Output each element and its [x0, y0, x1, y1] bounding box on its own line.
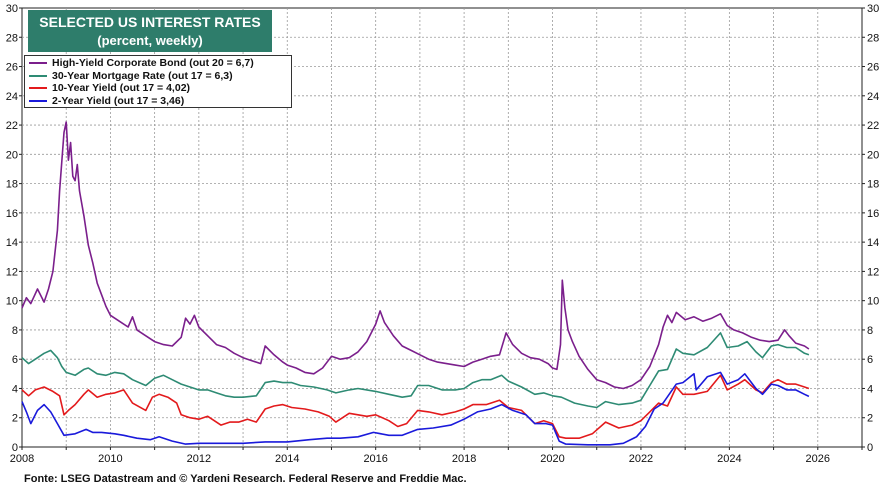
- y-tick-label-right: 24: [867, 91, 879, 103]
- x-tick-label: 2022: [629, 453, 653, 465]
- y-tick-label-left: 24: [6, 91, 18, 103]
- y-tick-label-right: 20: [867, 149, 879, 161]
- series-line-3: [21, 371, 810, 446]
- x-tick-label: 2016: [363, 453, 387, 465]
- legend-label-10-year: 10-Year Yield (out 17 = 4,02): [52, 82, 191, 95]
- legend-label-2-year: 2-Year Yield (out 17 = 3,46): [52, 94, 185, 107]
- series-line-1: [21, 332, 810, 409]
- y-tick-label-left: 18: [6, 179, 18, 191]
- y-tick-label-left: 28: [6, 32, 18, 44]
- y-tick-label-right: 8: [867, 325, 873, 337]
- legend-item-high-yield: High-Yield Corporate Bond (out 20 = 6,7): [29, 57, 287, 70]
- legend-item-2-year: 2-Year Yield (out 17 = 3,46): [29, 95, 287, 108]
- source-note: Fonte: LSEG Datastream and © Yardeni Res…: [24, 473, 467, 485]
- legend-swatch-high-yield: [29, 62, 47, 65]
- legend-label-mortgage: 30-Year Mortgage Rate (out 17 = 6,3): [52, 69, 233, 82]
- legend-swatch-2-year: [29, 99, 47, 102]
- chart-title-box: SELECTED US INTEREST RATES (percent, wee…: [28, 10, 272, 52]
- series-line-0: [21, 121, 810, 390]
- y-tick-label-left: 30: [6, 3, 18, 15]
- y-tick-label-left: 26: [6, 62, 18, 74]
- y-tick-label-left: 8: [12, 325, 18, 337]
- y-tick-label-right: 16: [867, 208, 879, 220]
- y-tick-label-left: 22: [6, 120, 18, 132]
- legend-item-mortgage: 30-Year Mortgage Rate (out 17 = 6,3): [29, 70, 287, 83]
- legend-swatch-10-year: [29, 87, 47, 90]
- y-tick-label-left: 4: [12, 383, 18, 395]
- x-tick-label: 2024: [717, 453, 741, 465]
- y-tick-label-left: 6: [12, 354, 18, 366]
- legend-label-high-yield: High-Yield Corporate Bond (out 20 = 6,7): [52, 57, 254, 70]
- x-tick-label: 2026: [806, 453, 830, 465]
- y-tick-label-right: 14: [867, 237, 879, 249]
- y-tick-label-left: 2: [12, 413, 18, 425]
- y-tick-label-left: 10: [6, 296, 18, 308]
- legend-item-10-year: 10-Year Yield (out 17 = 4,02): [29, 82, 287, 95]
- y-tick-label-right: 18: [867, 179, 879, 191]
- x-tick-label: 2014: [275, 453, 299, 465]
- legend-swatch-mortgage: [29, 74, 47, 77]
- chart-legend: High-Yield Corporate Bond (out 20 = 6,7)…: [24, 55, 292, 108]
- y-tick-label-left: 16: [6, 208, 18, 220]
- y-tick-label-left: 0: [12, 442, 18, 454]
- x-tick-label: 2020: [540, 453, 564, 465]
- chart-subtitle: (percent, weekly): [97, 33, 203, 48]
- y-tick-label-right: 22: [867, 120, 879, 132]
- y-tick-label-right: 12: [867, 266, 879, 278]
- x-tick-label: 2008: [10, 453, 34, 465]
- y-tick-label-right: 28: [867, 32, 879, 44]
- chart-title: SELECTED US INTEREST RATES: [39, 14, 261, 30]
- x-tick-label: 2012: [187, 453, 211, 465]
- y-tick-label-right: 4: [867, 383, 873, 395]
- y-tick-label-right: 26: [867, 62, 879, 74]
- y-tick-label-right: 30: [867, 3, 879, 15]
- y-tick-label-right: 2: [867, 413, 873, 425]
- x-tick-label: 2018: [452, 453, 476, 465]
- x-tick-label: 2010: [98, 453, 122, 465]
- series-line-2: [21, 374, 810, 440]
- y-tick-label-left: 20: [6, 149, 18, 161]
- y-tick-label-left: 14: [6, 237, 18, 249]
- y-tick-label-left: 12: [6, 266, 18, 278]
- y-tick-label-right: 10: [867, 296, 879, 308]
- y-tick-label-right: 0: [867, 442, 873, 454]
- y-tick-label-right: 6: [867, 354, 873, 366]
